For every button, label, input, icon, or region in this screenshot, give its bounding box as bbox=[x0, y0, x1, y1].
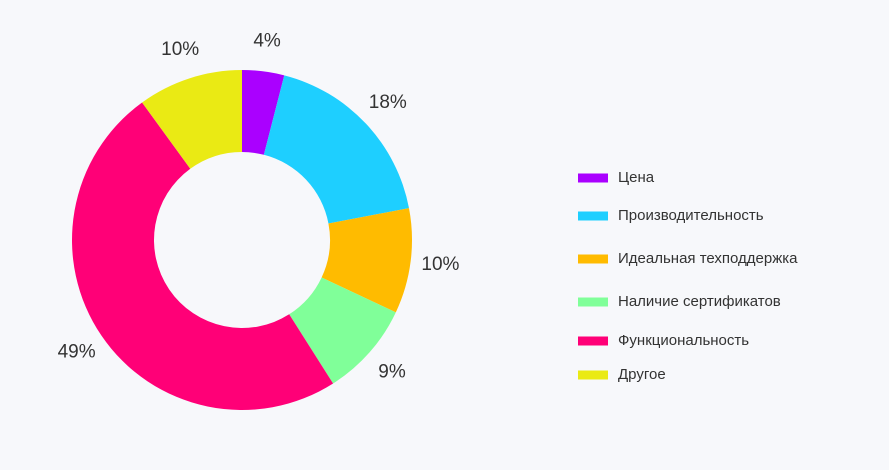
value-label: 9% bbox=[378, 361, 406, 382]
legend-label: Другое bbox=[618, 366, 666, 383]
value-label: 4% bbox=[253, 31, 281, 52]
legend-label: Идеальная техподдержка bbox=[618, 250, 798, 267]
value-label: 18% bbox=[369, 92, 407, 113]
legend-swatch bbox=[578, 370, 608, 380]
legend-label: Функциональность bbox=[618, 332, 749, 349]
legend-swatch bbox=[578, 297, 608, 307]
legend-label: Цена bbox=[618, 169, 655, 186]
donut-segment bbox=[142, 70, 242, 169]
legend-swatch bbox=[578, 254, 608, 264]
legend-label: Наличие сертификатов bbox=[618, 293, 781, 310]
value-label: 10% bbox=[421, 254, 459, 275]
legend-swatch bbox=[578, 173, 608, 183]
value-label: 49% bbox=[58, 341, 96, 362]
donut-segment bbox=[263, 75, 409, 224]
legend-swatch bbox=[578, 211, 608, 221]
legend-label: Производительность bbox=[618, 207, 764, 224]
donut-segment bbox=[242, 70, 285, 155]
donut-segment bbox=[321, 208, 412, 313]
legend-swatch bbox=[578, 336, 608, 346]
value-label: 10% bbox=[161, 39, 199, 60]
donut-segment bbox=[72, 102, 334, 410]
donut-segment bbox=[289, 277, 396, 384]
